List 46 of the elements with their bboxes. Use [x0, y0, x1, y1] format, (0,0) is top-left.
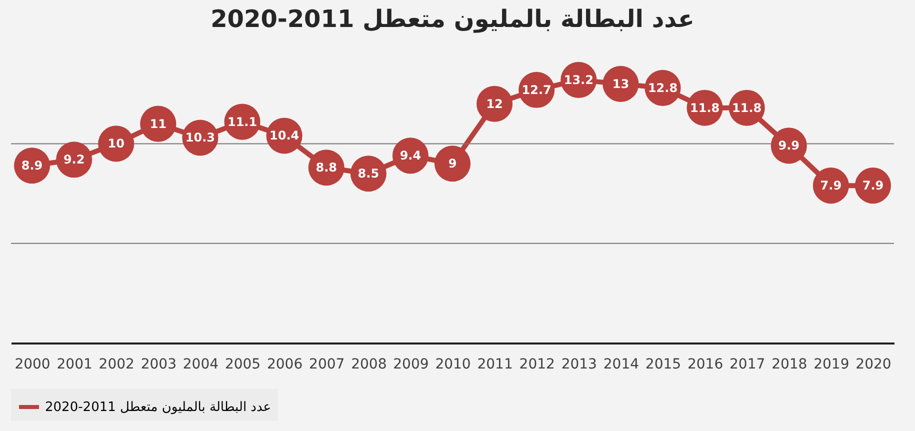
data-label: 10.3: [185, 130, 216, 145]
x-tick-label: 2019: [814, 356, 850, 372]
data-label: 9.4: [400, 148, 422, 163]
data-label: 11.8: [732, 100, 762, 115]
data-label: 13: [612, 76, 630, 91]
x-tick-label: 2000: [14, 356, 50, 372]
data-label: 9.9: [778, 138, 800, 153]
x-tick-label: 2020: [856, 356, 892, 372]
data-label: 10: [108, 136, 124, 151]
chart-title: عدد البطالة بالمليون متعطل 2011-2020: [210, 4, 694, 33]
data-label: 9: [448, 156, 457, 171]
data-label: 7.9: [820, 178, 842, 193]
data-label: 11: [150, 116, 167, 131]
data-label: 11.8: [690, 100, 720, 115]
x-tick-label: 2002: [98, 356, 134, 372]
legend-label: عدد البطالة بالمليون متعطل 2011-2020: [45, 400, 272, 415]
x-tick-label: 2012: [519, 356, 555, 372]
x-tick-label: 2009: [393, 356, 429, 372]
data-label: 11.1: [227, 114, 258, 129]
data-label: 8.8: [316, 160, 337, 175]
data-label: 7.9: [862, 178, 884, 193]
point: [434, 146, 471, 182]
x-tick-label: 2013: [561, 356, 597, 372]
x-tick-label: 2010: [435, 356, 471, 372]
data-label: 8.5: [358, 166, 380, 181]
data-label: 9.2: [63, 152, 85, 167]
x-tick-label: 2018: [772, 356, 808, 372]
data-label: 8.9: [21, 158, 43, 173]
data-label: 12.8: [648, 80, 678, 95]
x-tick-label: 2007: [309, 356, 345, 372]
x-tick-label: 2006: [266, 356, 303, 372]
x-tick-label: 2014: [603, 356, 640, 372]
data-label: 12: [486, 96, 503, 111]
x-tick-label: 2005: [224, 356, 261, 372]
x-tick-label: 2004: [182, 356, 219, 372]
point: [476, 86, 513, 122]
data-label: 10.4: [270, 128, 300, 143]
x-tick-label: 2003: [140, 356, 176, 372]
x-tick-label: 2011: [477, 356, 513, 372]
x-tick-label: 2016: [687, 356, 724, 372]
x-tick-label: 2017: [730, 356, 766, 372]
data-label: 13.2: [564, 72, 594, 87]
x-tick-label: 2008: [351, 356, 387, 372]
x-tick-label: 2015: [645, 356, 682, 372]
x-tick-label: 2001: [56, 356, 92, 372]
data-label: 12.7: [522, 82, 552, 97]
